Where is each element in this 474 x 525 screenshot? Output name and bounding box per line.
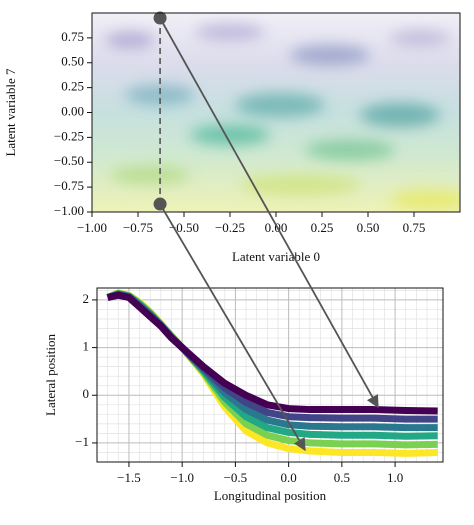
- x-tick-label: −1.0: [170, 470, 194, 485]
- x-tick-label: 1.0: [387, 470, 403, 485]
- axes-frame: [91, 12, 461, 213]
- x-tick-label: −0.75: [123, 220, 153, 235]
- y-tick-label: −0.75: [54, 178, 84, 193]
- plots: −1.00 −0.75 −0.50 −0.25 0.00 0.25 0.50 0.75−1.0…: [3, 11, 461, 503]
- y-axis-label: Latent variable 7: [3, 68, 18, 157]
- y-tick-label: 2: [83, 291, 90, 306]
- x-tick-label: 0.5: [334, 470, 350, 485]
- y-axis-label: Lateral position: [43, 334, 58, 416]
- arrows: [159, 17, 379, 452]
- y-tick-label: 0.00: [61, 103, 84, 118]
- y-tick-label: 0.25: [61, 79, 84, 94]
- x-tick-label: 0.0: [281, 470, 297, 485]
- x-tick-label: 0.00: [265, 220, 288, 235]
- y-tick-label: 0: [83, 386, 90, 401]
- x-tick-label: 0.25: [311, 220, 334, 235]
- y-tick-label: 0.50: [61, 54, 84, 69]
- x-axis-label: Latent variable 0: [232, 249, 320, 264]
- chart: −1.00 −0.75 −0.50 −0.25 0.00 0.25 0.50 0.75 −1.0…: [3, 11, 461, 264]
- x-tick-label: −0.5: [224, 470, 248, 485]
- y-tick-label: −0.50: [54, 153, 84, 168]
- y-tick-label: 1: [83, 339, 90, 354]
- x-axis-label: Longitudinal position: [214, 488, 327, 503]
- trajectory: [106, 291, 438, 415]
- arrow: [159, 17, 379, 409]
- y-tick-label: −1: [75, 434, 89, 449]
- marks: [106, 289, 438, 457]
- x-tick-label: 0.75: [403, 220, 426, 235]
- chart: −1.5 −1.0 −0.5 0.0 0.5 1.0 −1 0 1 2 Longitudinal p…: [43, 287, 444, 503]
- y-tick-label: 0.75: [61, 29, 84, 44]
- latent-density: [92, 13, 460, 212]
- y-tick-label: −0.25: [54, 128, 84, 143]
- y-tick-label: −1.00: [54, 203, 84, 218]
- axes-frame: [96, 287, 444, 463]
- x-tick-label: −0.25: [215, 220, 245, 235]
- x-tick-label: 0.50: [357, 220, 380, 235]
- x-tick-label: −1.00: [77, 220, 107, 235]
- arrow: [159, 203, 306, 452]
- x-tick-label: −1.5: [117, 470, 141, 485]
